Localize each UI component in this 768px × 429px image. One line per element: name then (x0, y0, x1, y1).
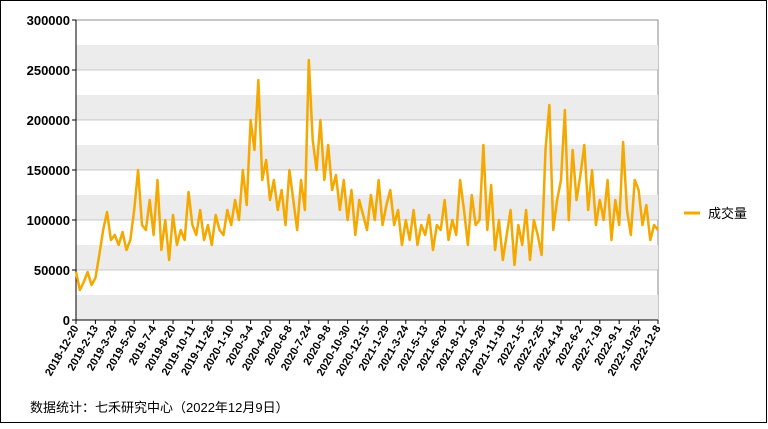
grid-band (76, 295, 658, 320)
y-tick-label: 250000 (27, 63, 70, 78)
y-tick-label: 200000 (27, 113, 70, 128)
legend-label: 成交量 (708, 206, 747, 221)
y-tick-label: 150000 (27, 163, 70, 178)
line-series (74, 58, 659, 292)
y-tick-label: 300000 (27, 13, 70, 28)
footer: 数据统计：七禾研究中心（2022年12月9日） (30, 400, 289, 415)
grid-band (76, 245, 658, 270)
grid-band (76, 45, 658, 70)
y-tick-label: 100000 (27, 213, 70, 228)
grid-band (76, 95, 658, 120)
y-tick-label: 50000 (34, 263, 70, 278)
y-tick-label: 0 (63, 313, 70, 328)
